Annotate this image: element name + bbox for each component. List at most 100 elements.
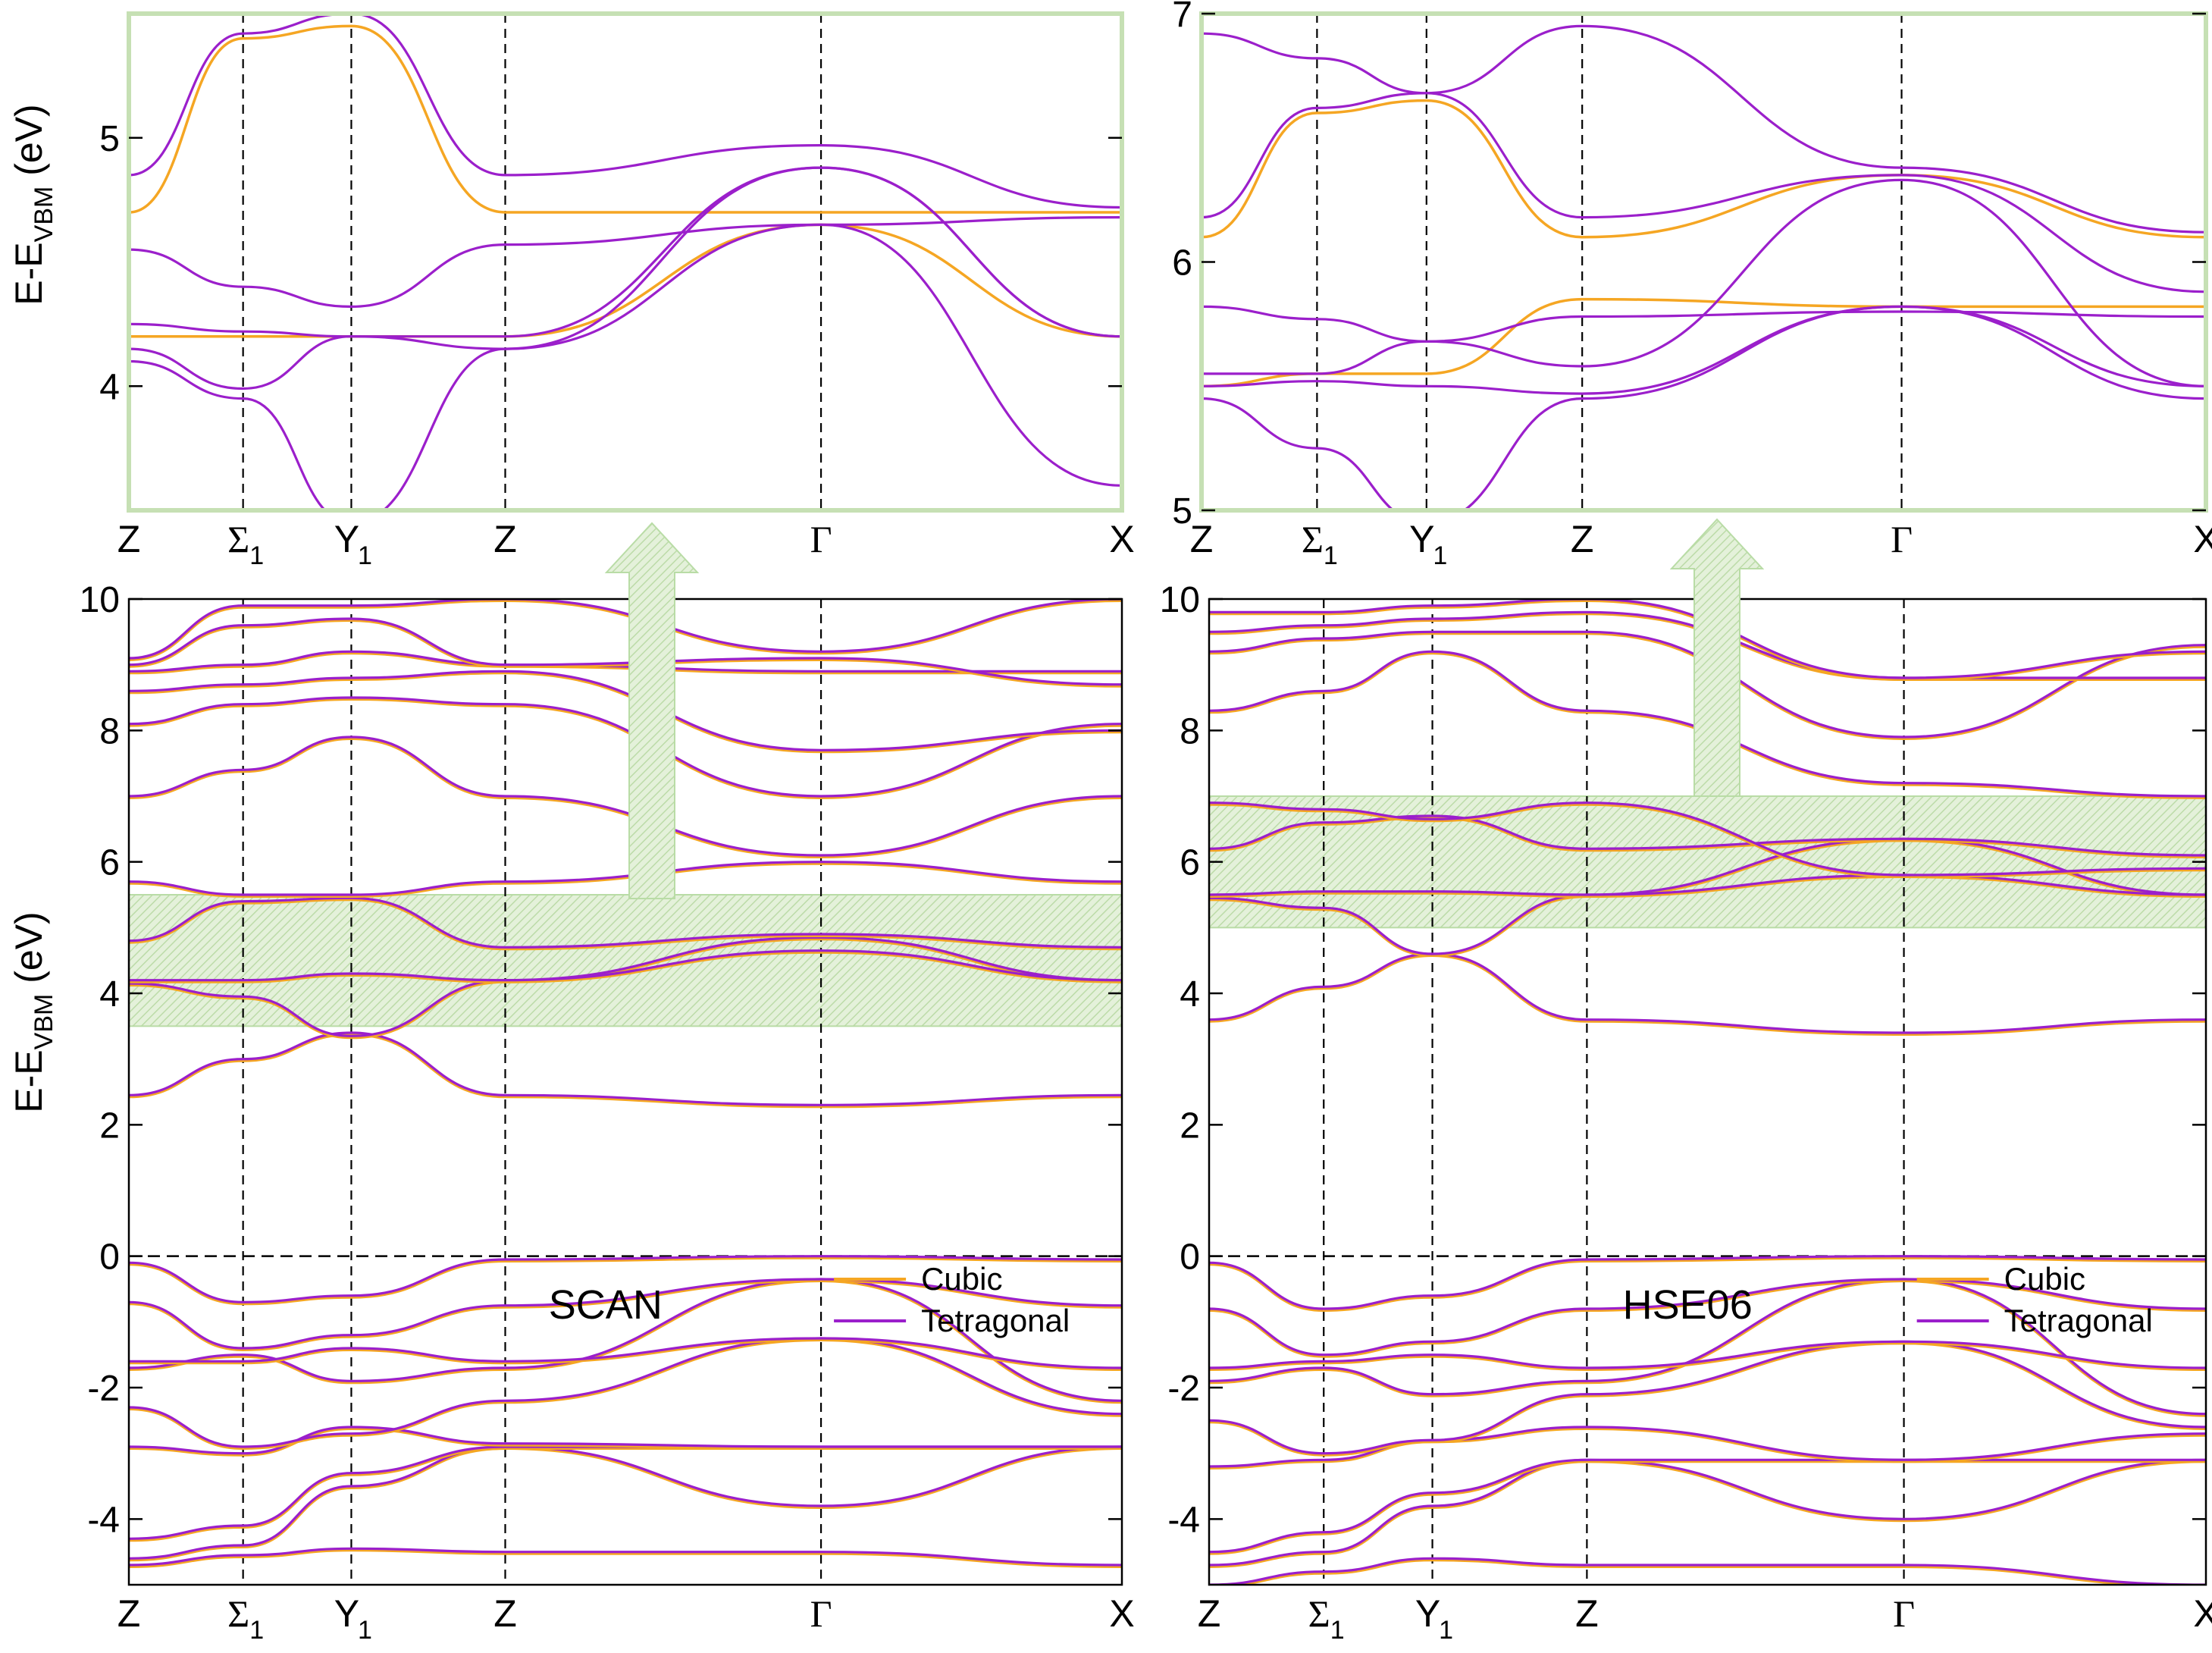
band-tetragonal — [1202, 305, 2206, 395]
band-tetragonal — [1209, 630, 2206, 739]
ytick-label: 6 — [99, 843, 120, 883]
svg-text:E-EVBM (eV): E-EVBM (eV) — [8, 911, 58, 1112]
kpoint-label: Y — [1415, 1592, 1440, 1635]
ytick-label: 0 — [1180, 1237, 1200, 1278]
band-cubic — [129, 1446, 1122, 1562]
band-tetragonal — [129, 861, 1122, 896]
band-tetragonal — [1209, 1458, 2206, 1567]
zoom-arrow-scan — [604, 522, 700, 899]
plot-frame — [127, 11, 1124, 513]
band-tetragonal — [1209, 1557, 2206, 1585]
band-cubic — [1209, 1426, 2206, 1470]
band-tetragonal — [129, 696, 1122, 798]
svg-text:E-EVBM (eV): E-EVBM (eV) — [8, 104, 58, 305]
band-tetragonal — [129, 223, 1122, 510]
band-tetragonal — [1209, 952, 2206, 1034]
band-tetragonal — [129, 1337, 1122, 1448]
kpoint-label: Γ — [810, 518, 832, 560]
kpoint-label: X — [1109, 1592, 1134, 1635]
band-tetragonal — [129, 736, 1122, 857]
kpoint-label: Σ — [227, 518, 249, 560]
ytick-label: -4 — [87, 1500, 120, 1540]
band-cubic — [129, 861, 1122, 899]
band-cubic — [129, 1338, 1122, 1371]
band-tetragonal — [129, 216, 1122, 309]
band-tetragonal — [1209, 610, 2206, 679]
kpoint-label: Z — [493, 518, 517, 560]
kpoint-label: X — [1109, 518, 1134, 560]
panel-scan-inset: 45Z Σ 1 Y1 Z Γ X — [99, 11, 1135, 570]
band-tetragonal — [1209, 1255, 2206, 1310]
kpoint-label: Z — [1571, 518, 1594, 560]
band-cubic — [1209, 612, 2206, 682]
kpoint-label-sub: 1 — [358, 1616, 372, 1645]
kpoint-label: Z — [117, 1592, 141, 1635]
band-cubic — [1209, 651, 2206, 799]
band-cubic — [129, 736, 1122, 859]
band-tetragonal — [129, 1547, 1122, 1567]
plot-frame — [127, 598, 1123, 1586]
chart-title: HSE06 — [1623, 1282, 1753, 1328]
kpoint-label: Σ — [227, 1592, 249, 1635]
ytick-label: 4 — [99, 367, 120, 407]
kpoint-label-sub: 1 — [1324, 541, 1338, 570]
kpoint-label-sub: 1 — [1433, 541, 1447, 570]
band-tetragonal — [1202, 178, 2206, 387]
band-cubic — [1209, 1460, 2206, 1555]
band-cubic — [129, 1278, 1122, 1352]
kpoint-label: Y — [334, 518, 359, 560]
band-cubic — [1209, 632, 2206, 741]
band-tetragonal — [1202, 305, 2206, 510]
kpoint-label: Z — [1190, 518, 1214, 560]
band-tetragonal — [129, 670, 1122, 751]
band-tetragonal — [129, 949, 1122, 982]
band-tetragonal — [1202, 305, 2206, 343]
band-tetragonal — [1209, 1426, 2206, 1468]
band-tetragonal — [129, 1426, 1122, 1455]
band-cubic — [129, 599, 1122, 661]
kpoint-label: Γ — [1891, 518, 1913, 560]
legend-label: Cubic — [921, 1261, 1002, 1297]
ytick-label: 10 — [80, 580, 120, 620]
highlight-band — [128, 894, 1123, 1027]
band-cubic — [1209, 1278, 2206, 1417]
ytick-label: 8 — [99, 711, 120, 751]
band-tetragonal — [129, 1278, 1122, 1350]
band-cubic — [1209, 1558, 2206, 1585]
chart-title: SCAN — [549, 1282, 663, 1328]
kpoint-label: Σ — [1302, 518, 1324, 560]
ytick-label: 4 — [1180, 974, 1200, 1015]
ytick-label: 0 — [99, 1237, 120, 1278]
band-tetragonal — [1209, 1278, 2206, 1357]
band-tetragonal — [129, 896, 1122, 949]
band-cubic — [129, 1278, 1122, 1404]
highlight-band — [1208, 795, 2207, 929]
ytick-label: 5 — [99, 119, 120, 159]
ytick-label: -2 — [1167, 1369, 1200, 1409]
band-tetragonal — [1209, 874, 2206, 896]
band-tetragonal — [129, 14, 1122, 209]
ytick-label: -4 — [1167, 1500, 1200, 1540]
band-cubic — [129, 24, 1122, 214]
band-cubic — [129, 898, 1122, 951]
band-cubic — [129, 1426, 1122, 1457]
ytick-label: 8 — [1180, 711, 1200, 751]
band-cubic — [1209, 874, 2206, 899]
kpoint-label-sub: 1 — [1439, 1616, 1453, 1645]
ytick-label: -2 — [87, 1369, 120, 1409]
band-tetragonal — [1202, 92, 2206, 293]
band-cubic — [1209, 1341, 2206, 1372]
bands — [1202, 24, 2206, 510]
band-cubic — [1209, 953, 2206, 1037]
kpoint-label: X — [2193, 518, 2212, 560]
band-tetragonal — [129, 1255, 1122, 1303]
kpoint-label: Z — [493, 1592, 517, 1635]
kpoint-label: Y — [334, 1592, 359, 1635]
band-tetragonal — [129, 1445, 1122, 1540]
zoom-arrow-hse06 — [1669, 518, 1765, 797]
kpoint-label: Y — [1409, 518, 1434, 560]
band-tetragonal — [1209, 1340, 2206, 1455]
